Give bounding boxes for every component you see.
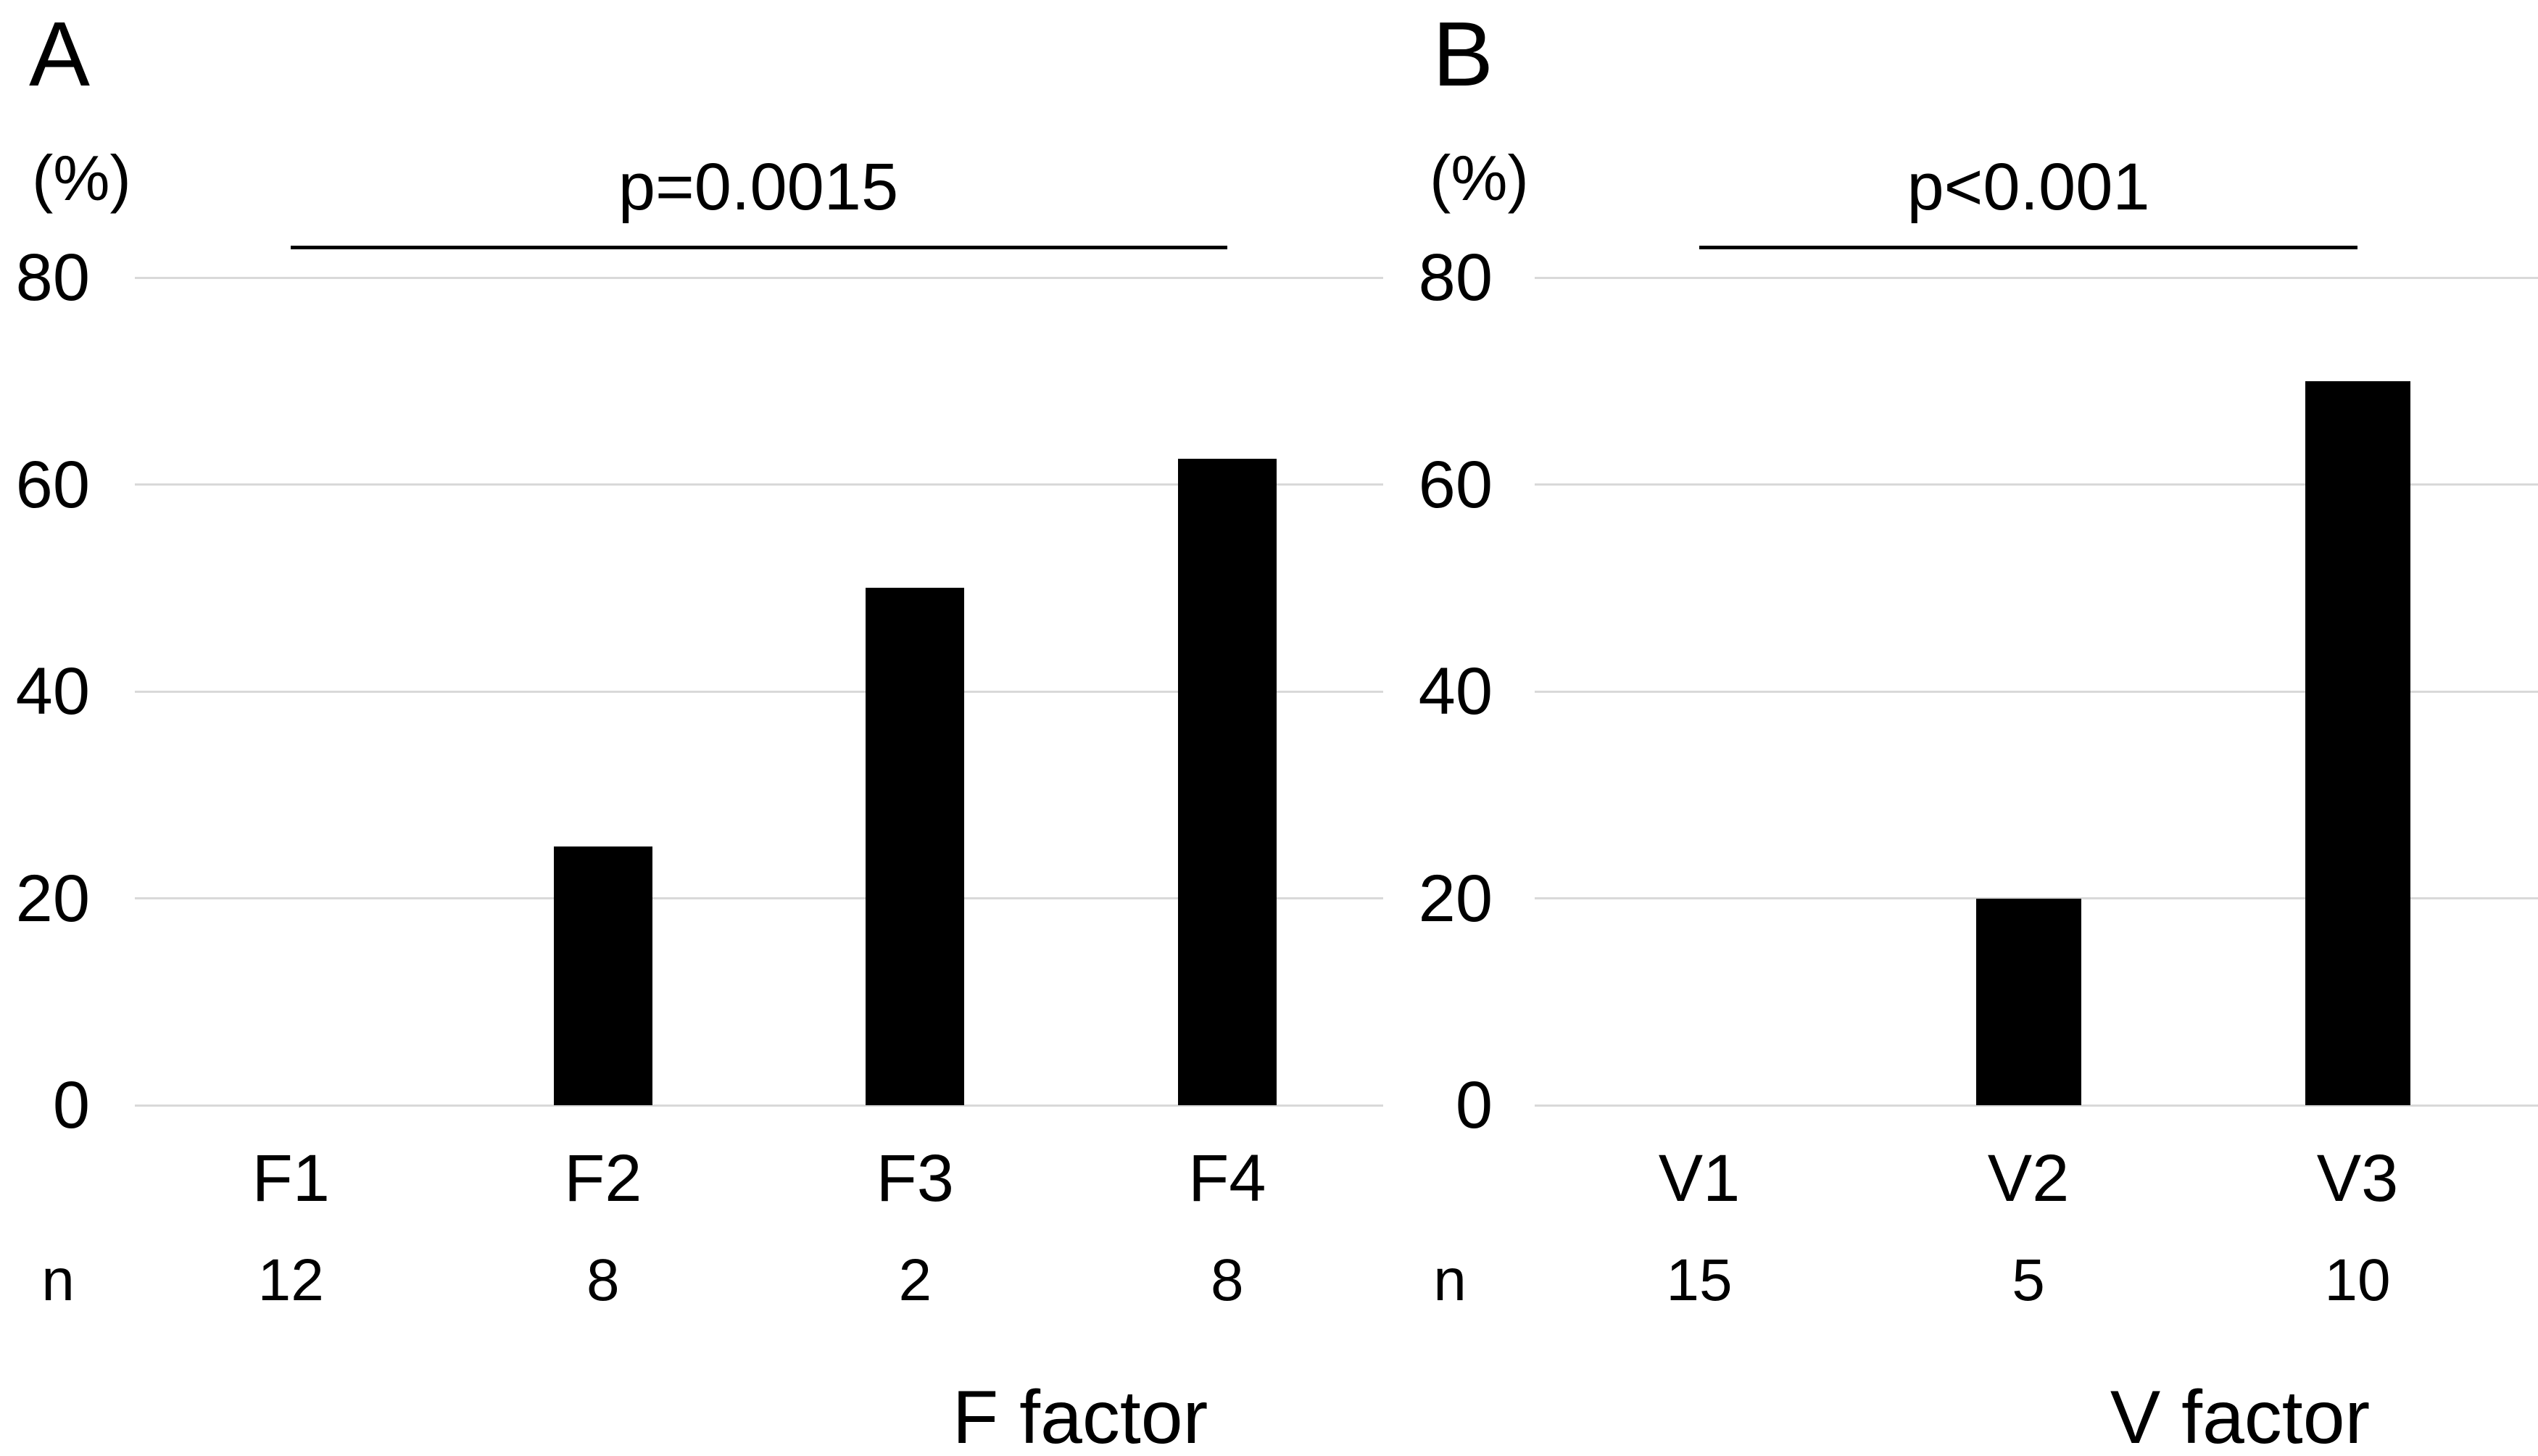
gridline	[135, 483, 1383, 486]
category-label: F3	[876, 1141, 954, 1215]
panel-a-label: A	[29, 3, 91, 105]
category-label: V2	[1987, 1141, 2070, 1215]
n-row-header-a: n	[41, 1247, 75, 1313]
n-value: 8	[586, 1247, 620, 1313]
x-axis-title-a: F factor	[952, 1376, 1208, 1456]
category-label: F1	[252, 1141, 330, 1215]
y-tick-label: 40	[1418, 654, 1493, 728]
y-axis-unit-label-a: (%)	[32, 142, 131, 214]
gridline	[1535, 690, 2538, 693]
gridline	[1535, 1104, 2538, 1107]
x-axis-title-b: V factor	[2110, 1376, 2371, 1456]
category-label: F2	[564, 1141, 642, 1215]
n-value: 5	[2012, 1247, 2045, 1313]
panel-b-label: B	[1432, 3, 1494, 105]
y-tick-label: 0	[52, 1068, 90, 1142]
gridline	[135, 897, 1383, 899]
gridline	[1535, 276, 2538, 279]
n-value: 8	[1210, 1247, 1244, 1313]
bar	[2305, 380, 2410, 1105]
gridline	[1535, 483, 2538, 486]
n-row-header-b: n	[1433, 1247, 1467, 1313]
n-value: 10	[2324, 1247, 2391, 1313]
y-tick-label: 60	[1418, 447, 1493, 522]
category-label: V1	[1658, 1141, 1741, 1215]
y-axis-unit-label-b: (%)	[1430, 142, 1529, 214]
y-tick-label: 80	[15, 241, 90, 315]
bar	[1177, 458, 1277, 1105]
y-tick-label: 20	[1418, 861, 1493, 936]
y-tick-label: 40	[15, 654, 90, 728]
significance-line-a	[291, 246, 1227, 249]
n-value: 12	[257, 1247, 324, 1313]
p-value-label-a: p=0.0015	[618, 150, 899, 224]
category-label: F4	[1188, 1141, 1266, 1215]
bar	[1975, 898, 2081, 1105]
n-value: 2	[898, 1247, 932, 1313]
y-tick-label: 60	[15, 447, 90, 522]
y-tick-label: 80	[1418, 241, 1493, 315]
bar	[553, 846, 652, 1105]
gridline	[135, 1104, 1383, 1107]
bar	[866, 588, 965, 1105]
y-tick-label: 0	[1455, 1068, 1493, 1142]
gridline	[135, 690, 1383, 693]
gridline	[135, 276, 1383, 279]
n-value: 15	[1666, 1247, 1733, 1313]
category-label: V3	[2316, 1141, 2399, 1215]
significance-line-b	[1699, 246, 2357, 249]
p-value-label-b: p<0.001	[1907, 150, 2150, 224]
y-tick-label: 20	[15, 861, 90, 936]
